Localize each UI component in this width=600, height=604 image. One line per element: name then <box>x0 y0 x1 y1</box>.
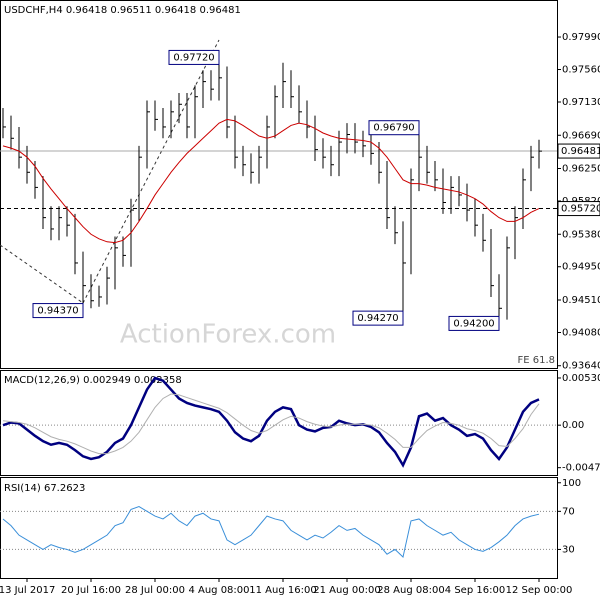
annotation-box <box>32 303 84 319</box>
y-tick-label: 0.96690 <box>562 130 600 141</box>
x-tick-label: 28 Jul 00:00 <box>125 585 185 596</box>
annotation-label: 0.94370 <box>37 306 78 317</box>
last-price-label: 0.96481 <box>561 146 600 157</box>
annotation-label: 0.94200 <box>453 318 494 329</box>
moving-average <box>2 118 540 244</box>
y-tick-label: 100 <box>562 478 581 489</box>
y-tick-label: 0.94080 <box>562 327 600 338</box>
y-tick-label: -0.004777 <box>562 463 600 474</box>
macd-panel <box>0 370 558 476</box>
x-tick-label: 12 Sep 00:00 <box>506 585 573 596</box>
annotation-label: 0.97720 <box>173 52 214 63</box>
y-tick-label: 0.00 <box>562 420 584 431</box>
last-price-box <box>557 143 600 159</box>
y-tick-label: 0.95380 <box>562 229 600 240</box>
price-panel <box>0 0 558 369</box>
y-tick-label: 30 <box>562 544 575 555</box>
annotation-box <box>368 120 420 136</box>
x-tick-label: 13 Jul 2017 <box>0 585 55 596</box>
annotation-label: 0.96790 <box>373 123 414 134</box>
annotation-box <box>352 310 404 326</box>
y-tick-label: 0.97130 <box>562 97 600 108</box>
trend-line <box>0 244 84 304</box>
y-tick-label: 0.005303 <box>562 373 600 384</box>
y-tick-label: 70 <box>562 506 575 517</box>
panel-title: USDCHF,H4 0.96418 0.96511 0.96418 0.9648… <box>4 5 241 16</box>
y-tick-label: 0.93640 <box>562 361 600 372</box>
annotation-box <box>448 315 500 331</box>
y-tick-label: 0.97560 <box>562 65 600 76</box>
x-tick-label: 21 Aug 00:00 <box>313 585 380 596</box>
panel-title: RSI(14) 67.2623 <box>4 483 85 494</box>
rsi-panel <box>0 477 558 579</box>
x-tick-label: 28 Aug 08:00 <box>377 585 444 596</box>
level-label: 0.95720 <box>561 204 600 215</box>
indicator-line <box>2 506 540 559</box>
x-tick-label: 11 Aug 16:00 <box>249 585 316 596</box>
y-tick-label: 0.94510 <box>562 295 600 306</box>
watermark: ActionForex.com <box>120 320 336 350</box>
note: FE 61.8 <box>517 355 555 366</box>
x-tick-label: 4 Sep 16:00 <box>445 585 505 596</box>
indicator-line <box>2 393 540 455</box>
x-tick-label: 20 Jul 16:00 <box>61 585 121 596</box>
trend-line <box>82 39 220 304</box>
y-tick-label: 0.96250 <box>562 164 600 175</box>
panel-title: MACD(12,26,9) 0.002949 0.002358 <box>4 375 182 386</box>
y-tick-label: 0.94950 <box>562 262 600 273</box>
y-tick-label: 0.97990 <box>562 32 600 43</box>
x-tick-label: 4 Aug 08:00 <box>188 585 249 596</box>
indicator-line <box>2 376 540 468</box>
annotation-box <box>168 49 220 65</box>
annotation-label: 0.94270 <box>357 313 398 324</box>
level-box <box>557 201 600 217</box>
